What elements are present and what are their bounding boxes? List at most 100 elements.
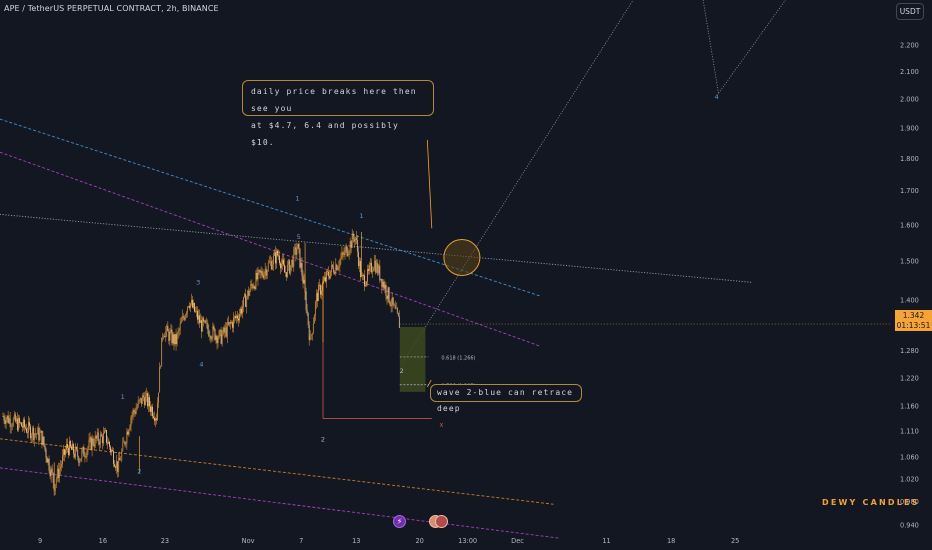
x-tick-label: Nov — [242, 537, 255, 545]
candle-body — [27, 432, 28, 434]
last-price-badge: 1.342 01:13:51 — [895, 310, 932, 331]
candle-body — [305, 291, 307, 310]
candle-body — [287, 264, 289, 277]
candle-body — [214, 329, 216, 340]
candle-body — [255, 272, 257, 289]
candle-body — [204, 320, 206, 322]
candle-body — [236, 315, 237, 318]
candle-body — [359, 260, 360, 267]
last-price-value: 1.342 — [902, 311, 925, 320]
candle-body — [22, 426, 23, 428]
candle-body — [25, 427, 26, 429]
candle-body — [199, 315, 200, 323]
candle-body — [19, 417, 20, 423]
candle-body — [234, 316, 235, 318]
candle-body — [307, 312, 309, 326]
candle-body — [221, 334, 223, 344]
candle-body — [110, 446, 111, 452]
candle-body — [24, 419, 25, 428]
candle-body — [148, 397, 149, 407]
candle-body — [89, 437, 91, 440]
candle-body — [398, 316, 400, 328]
candle-body — [283, 259, 284, 265]
candle-body — [131, 415, 133, 418]
candle-body — [142, 395, 144, 398]
candle-body — [149, 397, 150, 407]
candle-body — [10, 426, 12, 427]
candle-body — [35, 433, 37, 435]
candle-body — [59, 466, 61, 469]
candle-body — [333, 267, 335, 273]
wave-label: 5 — [297, 233, 301, 241]
candle-body — [99, 434, 101, 445]
candle-body — [47, 458, 49, 463]
candle-body — [338, 266, 340, 268]
candle-body — [342, 252, 344, 254]
candle-body — [365, 285, 366, 287]
candle-body — [58, 468, 60, 479]
candle-body — [391, 297, 393, 306]
candle-body — [117, 461, 119, 472]
candle-body — [45, 449, 47, 458]
candle-body — [191, 300, 192, 304]
candle-body — [82, 446, 84, 451]
candle-body — [240, 308, 241, 315]
candle-body — [207, 322, 209, 330]
candle-body — [195, 311, 196, 312]
candle-body — [143, 397, 145, 406]
candle-body — [105, 430, 106, 431]
candle-body — [250, 283, 252, 291]
candle-body — [299, 248, 301, 268]
candle-body — [389, 302, 391, 306]
candle-body — [6, 415, 8, 420]
candle-body — [217, 338, 219, 344]
candle-body — [355, 237, 357, 240]
x-tick-label: 9 — [38, 537, 42, 545]
candle-body — [396, 308, 398, 313]
candle-body — [340, 257, 342, 260]
candle-body — [134, 411, 136, 414]
candle-body — [91, 438, 93, 450]
candle-body — [156, 418, 157, 421]
candle-body — [298, 243, 300, 249]
lightning-icon[interactable]: ⚡ — [393, 515, 406, 528]
x-tick-label: 16 — [99, 537, 107, 545]
candle-body — [381, 278, 383, 287]
candle-body — [223, 327, 225, 333]
candle-countdown: 01:13:51 — [896, 321, 931, 330]
candle-body — [196, 310, 197, 312]
y-tick-label: 1.220 — [900, 374, 919, 382]
candle-body — [282, 259, 283, 264]
candle-body — [16, 418, 18, 431]
target-circle — [443, 238, 481, 276]
candle-body — [343, 253, 345, 255]
candle-body — [339, 259, 341, 267]
candle-body — [244, 294, 246, 298]
candle-body — [38, 428, 40, 441]
candle-body — [377, 263, 379, 274]
candle-body — [198, 315, 199, 320]
candle-body — [243, 297, 244, 307]
candle-body — [26, 428, 27, 433]
currency-unit-button[interactable]: USDT — [896, 3, 924, 20]
x-axis[interactable]: 9 16 23 Nov 7 13 20 13:00 Dec 11 18 25 — [38, 537, 739, 545]
candle-body — [112, 450, 113, 452]
candle-body — [226, 322, 228, 337]
candle-body — [292, 259, 294, 267]
earnings-icon[interactable] — [435, 515, 448, 528]
y-tick-label: 1.020 — [900, 475, 919, 483]
candle-body — [71, 446, 72, 450]
candle-body — [228, 322, 230, 325]
y-tick-label: 1.110 — [900, 428, 919, 436]
candle-body — [286, 272, 287, 277]
candle-body — [176, 333, 178, 345]
candle-body — [212, 326, 214, 338]
x-tick-label: 7 — [299, 537, 303, 545]
x-tick-label: 13:00 — [458, 537, 477, 545]
y-axis[interactable]: 2.200 2.100 2.000 1.900 1.800 1.700 1.600 1.500… — [900, 42, 919, 530]
candle-body — [313, 315, 315, 324]
candle-body — [266, 270, 268, 276]
candle-body — [182, 316, 184, 318]
